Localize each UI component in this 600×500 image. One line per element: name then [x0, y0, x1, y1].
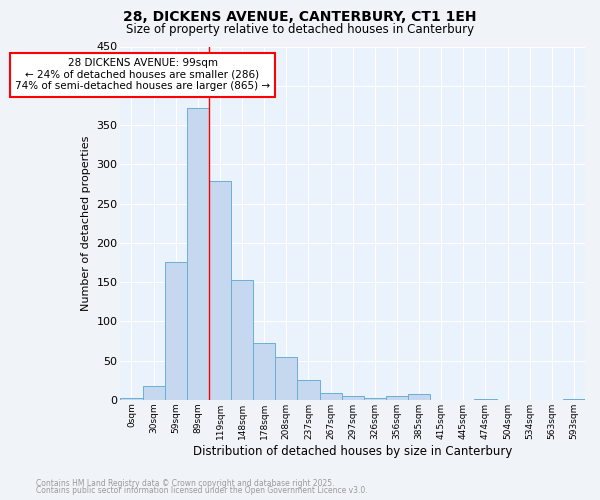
Bar — [475, 399, 497, 400]
Text: 28 DICKENS AVENUE: 99sqm
← 24% of detached houses are smaller (286)
74% of semi-: 28 DICKENS AVENUE: 99sqm ← 24% of detach… — [15, 58, 270, 92]
Bar — [275, 356, 298, 400]
Text: Contains public sector information licensed under the Open Government Licence v3: Contains public sector information licen… — [36, 486, 368, 495]
Bar — [364, 398, 386, 400]
Bar — [187, 108, 209, 400]
Bar — [121, 398, 143, 400]
X-axis label: Distribution of detached houses by size in Canterbury: Distribution of detached houses by size … — [193, 444, 512, 458]
Y-axis label: Number of detached properties: Number of detached properties — [81, 136, 91, 311]
Bar — [143, 386, 164, 400]
Bar — [341, 396, 364, 400]
Bar — [253, 344, 275, 400]
Bar — [231, 280, 253, 400]
Bar — [563, 399, 585, 400]
Bar — [164, 262, 187, 400]
Text: 28, DICKENS AVENUE, CANTERBURY, CT1 1EH: 28, DICKENS AVENUE, CANTERBURY, CT1 1EH — [123, 10, 477, 24]
Bar — [298, 380, 320, 400]
Bar — [386, 396, 408, 400]
Text: Contains HM Land Registry data © Crown copyright and database right 2025.: Contains HM Land Registry data © Crown c… — [36, 478, 335, 488]
Bar — [408, 394, 430, 400]
Bar — [320, 392, 341, 400]
Bar — [209, 181, 231, 400]
Text: Size of property relative to detached houses in Canterbury: Size of property relative to detached ho… — [126, 22, 474, 36]
